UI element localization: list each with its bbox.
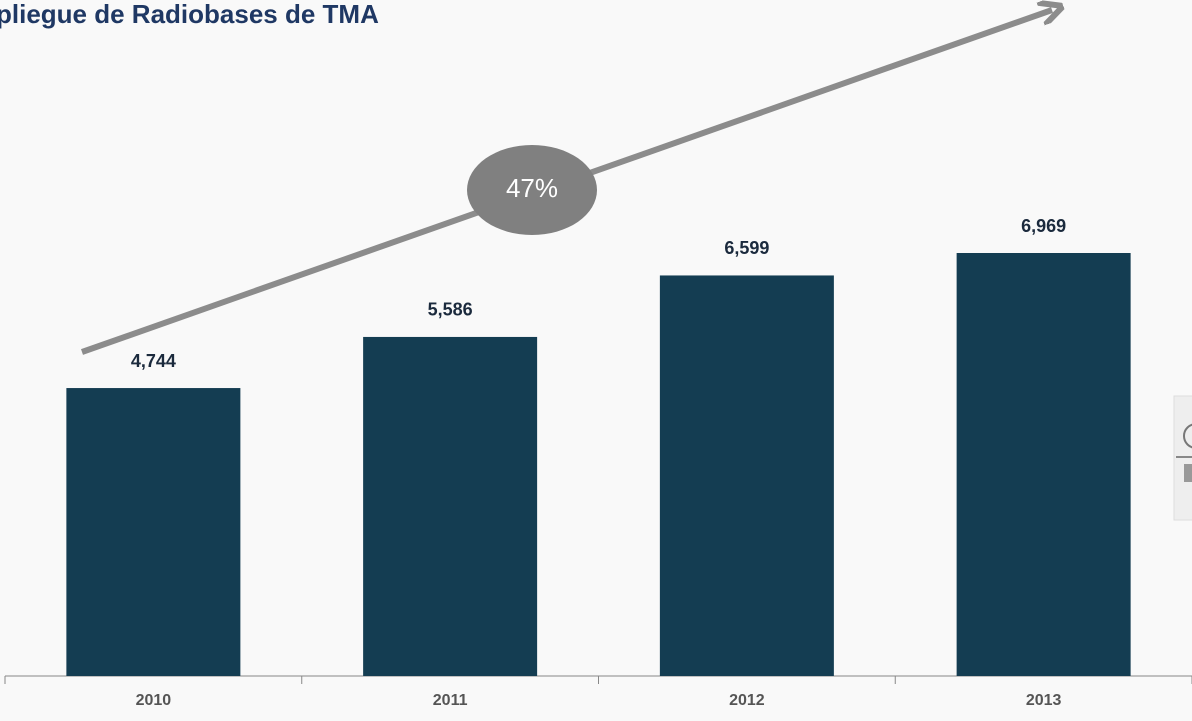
bar [66,388,241,676]
x-tick-label: 2010 [136,692,172,709]
bar [659,275,834,676]
value-label: 5,586 [428,300,473,320]
value-label: 4,744 [131,351,176,371]
thumbnail [1173,395,1192,521]
x-tick-label: 2011 [433,692,468,709]
bar [363,336,538,676]
annotation: 47% [506,173,558,203]
x-tick-label: 2013 [1026,692,1062,709]
x-tick-label: 2012 [729,692,765,709]
value-label: 6,599 [724,238,769,258]
annotation-bubble [467,145,597,235]
chart-title: pliegue de Radiobases de TMA [0,0,379,29]
bar [956,253,1131,676]
value-label: 6,969 [1021,216,1066,236]
